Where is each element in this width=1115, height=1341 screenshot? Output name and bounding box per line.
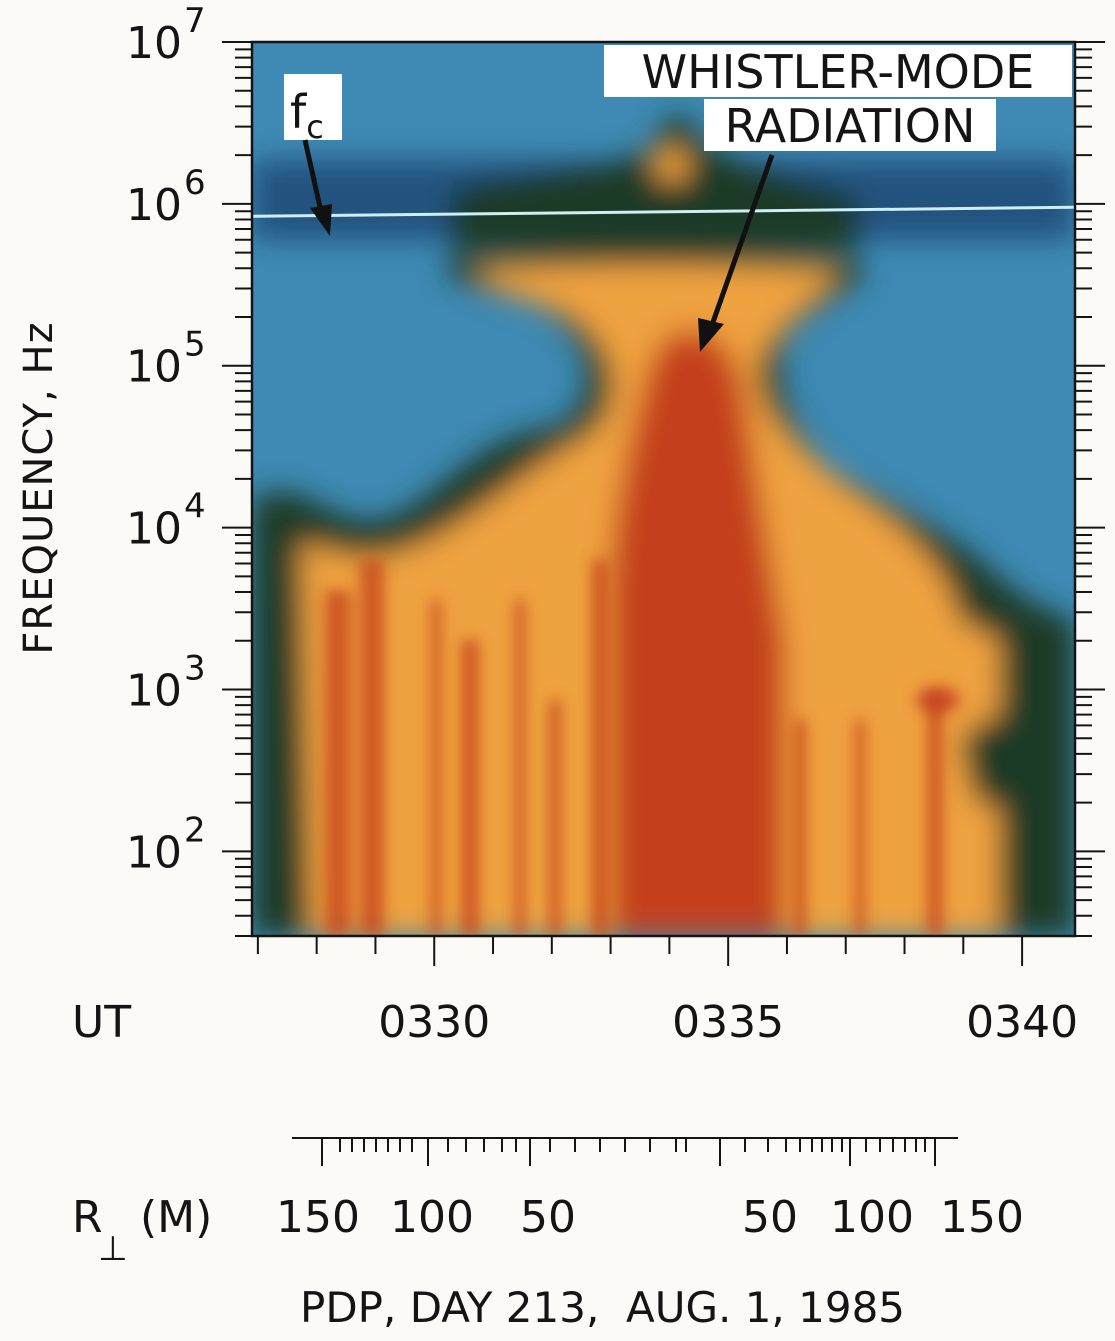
r-perp-tick-label: 150	[940, 1192, 1024, 1243]
svg-text:fc: fc	[290, 85, 324, 146]
y-tick-base: 10	[126, 827, 182, 878]
r-perp-tick-label: 100	[830, 1192, 914, 1243]
x-tick-label: 0335	[672, 997, 784, 1048]
annotation-arrow-shaft	[709, 154, 775, 326]
high-intensity-streak	[927, 690, 943, 936]
high-intensity-streak	[461, 640, 479, 936]
high-intensity-streak	[592, 560, 608, 936]
x-axis-label: UT	[72, 997, 131, 1048]
fc-label-main: f	[290, 85, 308, 139]
y-tick-base: 10	[126, 18, 182, 69]
fc-arrow-head	[310, 204, 332, 236]
annotation-line-2: RADIATION	[725, 99, 976, 153]
high-intensity-streaks	[325, 560, 960, 936]
x-tick-labels: 0330 0335 0340	[378, 997, 1078, 1048]
r-perp-axis	[292, 1137, 958, 1166]
fc-label: fc	[284, 74, 342, 236]
x-tick-label: 0340	[966, 997, 1078, 1048]
high-intensity-streak	[916, 686, 960, 714]
dark-boundary-region	[450, 114, 860, 250]
r-perp-axis-label: R ⊥ (M)	[72, 1192, 212, 1269]
spectrogram-plot-area	[252, 42, 1075, 936]
y-tick-base: 10	[126, 180, 182, 231]
y-tick-label: 103	[126, 648, 206, 716]
y-tick-exponent: 3	[184, 648, 206, 688]
high-intensity-region	[654, 147, 690, 183]
y-tick-exponent: 5	[184, 325, 206, 365]
high-intensity-streak	[794, 720, 806, 936]
y-tick-exponent: 2	[184, 810, 206, 850]
r-perp-tick-labels: 150 100 50 50 100 150	[276, 1192, 1024, 1243]
y-axis-label: FREQUENCY, Hz	[16, 321, 62, 654]
svg-text:R: R	[72, 1192, 103, 1243]
y-tick-base: 10	[126, 342, 182, 393]
y-tick-label: 106	[126, 163, 206, 231]
high-intensity-streak	[549, 700, 561, 936]
y-tick-exponent: 4	[184, 487, 206, 527]
y-tick-exponent: 6	[184, 163, 206, 203]
r-perp-tick-label: 50	[520, 1192, 576, 1243]
y-tick-label: 105	[126, 325, 206, 393]
y-tick-label: 102	[126, 810, 206, 878]
caption: PDP, DAY 213, AUG. 1, 1985	[300, 1283, 905, 1332]
annotation-arrow-head	[698, 318, 724, 352]
fc-line	[252, 205, 1075, 218]
y-tick-label: 107	[126, 1, 206, 69]
r-perp-tick-label: 50	[742, 1192, 798, 1243]
high-intensity-streak	[360, 560, 384, 936]
y-tick-label: 104	[126, 487, 206, 555]
annotation-line-1: WHISTLER-MODE	[642, 45, 1035, 99]
y-tick-base: 10	[126, 504, 182, 555]
svg-text:(M): (M)	[140, 1192, 212, 1243]
y-axis	[222, 41, 1105, 937]
high-intensity-streak	[855, 720, 865, 936]
x-tick-label: 0330	[378, 997, 490, 1048]
svg-text:⊥: ⊥	[98, 1229, 128, 1269]
whistler-annotation: WHISTLER-MODE RADIATION	[604, 45, 1072, 352]
r-perp-tick-label: 150	[276, 1192, 360, 1243]
high-intensity-streak	[431, 600, 441, 936]
fc-arrow-shaft	[302, 139, 325, 217]
highest-intensity-region	[610, 330, 785, 936]
dark-boundary-region	[960, 706, 1075, 830]
y-tick-exponent: 7	[184, 1, 206, 41]
x-axis	[256, 936, 1024, 966]
high-intensity-streak	[325, 590, 351, 936]
high-intensity-streak	[515, 600, 525, 936]
y-tick-base: 10	[126, 665, 182, 716]
dark-boundary-region	[252, 520, 310, 936]
plot-frame	[250, 40, 1077, 938]
r-perp-tick-label: 100	[390, 1192, 474, 1243]
fc-label-subscript: c	[306, 108, 324, 146]
